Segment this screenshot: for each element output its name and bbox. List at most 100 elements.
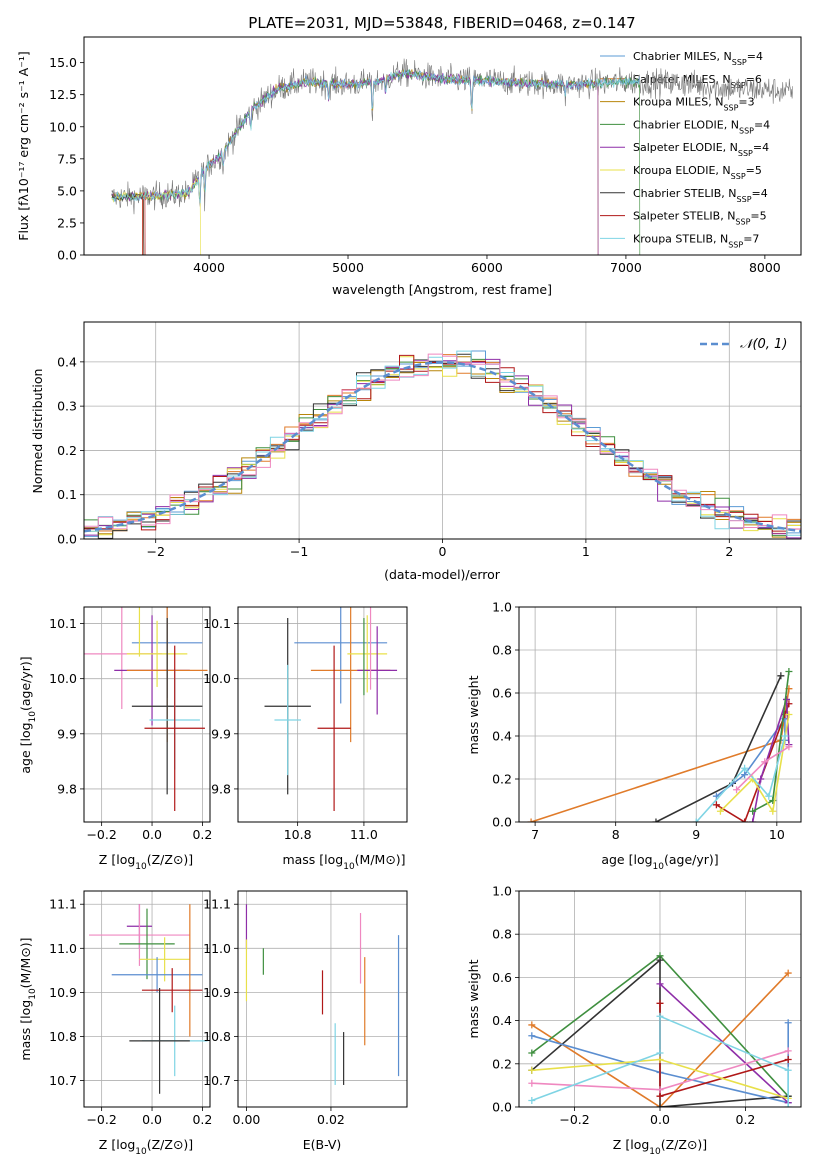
massZ-ylabel: mass [log10(M/M⊙)] bbox=[18, 937, 38, 1060]
x-tick-label: −0.2 bbox=[86, 827, 116, 842]
y-tick-label: 10.9 bbox=[49, 985, 77, 1000]
x-tick-label: 8000 bbox=[749, 260, 781, 275]
x-tick-label: 7000 bbox=[610, 260, 642, 275]
spectrum-frame bbox=[83, 36, 802, 256]
mass-weight-line bbox=[531, 972, 789, 1107]
y-tick-label: 9.8 bbox=[211, 781, 231, 796]
mass-weight-marker bbox=[749, 807, 757, 815]
y-tick-label: 11.1 bbox=[203, 897, 231, 912]
age-vs-metallicity-panel: Z [log10(Z/Z⊙)] age [log10(age/yr)] bbox=[18, 656, 193, 872]
legend-label: Salpeter STELIB, NSSP=5 bbox=[633, 210, 767, 227]
x-tick-label: 0.2 bbox=[192, 1112, 212, 1127]
age_vs_mass-frame bbox=[237, 606, 408, 823]
mass-vs-metallicity-panel: Z [log10(Z/Z⊙)] mass [log10(M/M⊙)] bbox=[18, 937, 193, 1157]
x-tick-label: 0.0 bbox=[650, 1112, 670, 1127]
x-tick-label: 8 bbox=[612, 827, 620, 842]
age_vs_mass-plot-area bbox=[264, 607, 398, 811]
residuals-axes: −2 −1 0 1 2 0.0 0.1 0.2 0.3 0.4 bbox=[57, 321, 802, 559]
y-tick-label: 10.8 bbox=[203, 1029, 231, 1044]
y-tick-label: 10.8 bbox=[49, 1029, 77, 1044]
mass-weight-marker bbox=[785, 743, 793, 751]
x-tick-label: −2 bbox=[146, 544, 164, 559]
massZ-xlabel: Z [log10(Z/Z⊙)] bbox=[99, 1137, 193, 1157]
y-tick-label: 0.1 bbox=[57, 487, 77, 502]
y-tick-label: 0.0 bbox=[492, 1100, 512, 1115]
mass-weight-line bbox=[695, 735, 786, 822]
mass-weight-marker bbox=[784, 969, 792, 977]
massweight_vs_age-plot-area bbox=[527, 668, 793, 822]
mass-weight-marker bbox=[784, 1103, 792, 1107]
x-tick-label: 0.2 bbox=[736, 1112, 756, 1127]
y-tick-label: 0.2 bbox=[492, 772, 512, 787]
mass-weight-marker bbox=[741, 771, 749, 779]
y-tick-label: 0.0 bbox=[57, 248, 77, 263]
mass-weight-marker bbox=[741, 764, 749, 772]
x-tick-label: 0.0 bbox=[142, 827, 162, 842]
x-tick-label: −0.2 bbox=[86, 1112, 116, 1127]
legend-label: Kroupa STELIB, NSSP=7 bbox=[633, 232, 759, 249]
errorbar-point bbox=[111, 957, 203, 993]
y-tick-label: 11.0 bbox=[49, 941, 77, 956]
age_vs_mass-axes: 10.8 11.0 9.8 9.9 10.0 10.1 bbox=[203, 606, 408, 842]
massweight_vs_Z-frame bbox=[518, 890, 802, 1108]
mass-weight-marker bbox=[652, 818, 660, 822]
massweight_vs_Z-plot-area bbox=[528, 952, 792, 1107]
legend-label: Chabrier MILES, NSSP=4 bbox=[633, 50, 763, 67]
mass-weight-marker bbox=[656, 1092, 664, 1100]
spectrum-xlabel: wavelength [Angstrom, rest frame] bbox=[332, 282, 552, 297]
mass-weight-marker bbox=[761, 758, 769, 766]
mass-weight-marker bbox=[656, 980, 664, 988]
mass-weight-marker bbox=[527, 818, 535, 822]
mass-weight-marker bbox=[784, 1066, 792, 1074]
y-tick-label: 0.4 bbox=[492, 729, 512, 744]
model-spectrum-line bbox=[111, 70, 599, 255]
x-tick-label: 2 bbox=[725, 544, 733, 559]
y-tick-label: 0.8 bbox=[492, 927, 512, 942]
mass-weight-marker bbox=[716, 807, 724, 815]
mass-weight-marker bbox=[528, 1097, 536, 1105]
y-tick-label: 10.9 bbox=[203, 985, 231, 1000]
mwZ-xlabel: Z [log10(Z/Z⊙)] bbox=[613, 1137, 707, 1157]
mass-weight-marker bbox=[656, 1103, 664, 1107]
mass-weight-marker bbox=[692, 818, 700, 822]
mass-weight-marker bbox=[528, 1079, 536, 1087]
legend-label: Salpeter ELODIE, NSSP=4 bbox=[633, 141, 769, 158]
mass-weight-marker bbox=[656, 1086, 664, 1094]
y-tick-label: 15.0 bbox=[49, 55, 77, 70]
x-tick-label: 4000 bbox=[193, 260, 225, 275]
mass-weight-marker bbox=[528, 1066, 536, 1074]
errorbar-point bbox=[119, 908, 175, 980]
y-tick-label: 11.0 bbox=[203, 941, 231, 956]
x-tick-label: 0.0 bbox=[142, 1112, 162, 1127]
mass_vs_ebv-frame bbox=[237, 890, 408, 1108]
mass-weight-line bbox=[715, 716, 786, 797]
mass_vs_Z-axes: −0.2 0.0 0.2 10.7 10.8 10.9 11.0 11.1 bbox=[49, 890, 212, 1127]
ageZ-xlabel: Z [log10(Z/Z⊙)] bbox=[99, 852, 193, 872]
x-tick-label: 11.0 bbox=[350, 827, 378, 842]
mass-weight-marker bbox=[777, 672, 785, 680]
normal-curve-legend-label: 𝒩(0, 1) bbox=[740, 337, 787, 352]
mass-weight-marker bbox=[785, 711, 793, 718]
mass-weight-marker bbox=[528, 1049, 536, 1057]
y-tick-label: 0.6 bbox=[492, 686, 512, 701]
mass-weight-marker bbox=[785, 668, 793, 675]
model-spectrum-line bbox=[111, 69, 640, 204]
y-tick-label: 0.2 bbox=[492, 1056, 512, 1071]
errorbar-point bbox=[89, 904, 190, 966]
mass-weight-marker bbox=[769, 807, 777, 815]
y-tick-label: 10.7 bbox=[203, 1073, 231, 1088]
legend-label: Chabrier ELODIE, NSSP=4 bbox=[633, 118, 770, 135]
y-tick-label: 0.4 bbox=[492, 1013, 512, 1028]
legend-label: Chabrier STELIB, NSSP=4 bbox=[633, 187, 768, 204]
errorbar-point bbox=[144, 645, 205, 811]
errorbar-point bbox=[129, 987, 190, 1094]
mwZ-ylabel: mass weight bbox=[466, 959, 481, 1038]
ageMass-xlabel: mass [log10(M/M⊙)] bbox=[282, 852, 405, 872]
x-tick-label: 0.00 bbox=[233, 1112, 261, 1127]
y-tick-label: 9.8 bbox=[57, 781, 77, 796]
residuals-legend: 𝒩(0, 1) bbox=[700, 337, 787, 352]
massweight_vs_age-frame bbox=[518, 606, 802, 823]
x-tick-label: 0 bbox=[439, 544, 447, 559]
x-tick-label: 0.2 bbox=[192, 827, 212, 842]
